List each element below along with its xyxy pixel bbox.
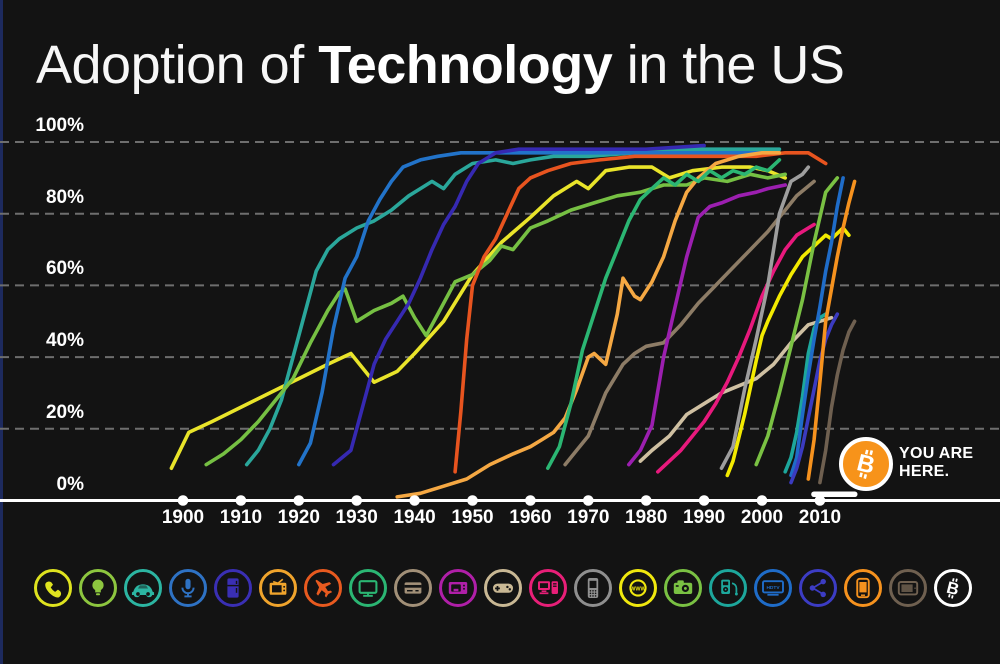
x-axis-label-1980: 1980 xyxy=(625,507,668,528)
series-smartphone xyxy=(806,179,857,481)
x-axis-label-1910: 1910 xyxy=(219,507,263,528)
axis-tick-dot-2010 xyxy=(814,495,826,506)
title-pre: Adoption of xyxy=(36,35,319,95)
series-automobile xyxy=(204,172,788,467)
axis-tick-dot-1960 xyxy=(525,495,536,506)
x-axis-label-1930: 1930 xyxy=(335,507,378,528)
x-axis-label-1940: 1940 xyxy=(393,507,436,528)
axis-tick-dot-1970 xyxy=(583,495,594,506)
y-axis-label-40pct: 40% xyxy=(45,330,84,352)
title-bold: Technology xyxy=(318,35,613,95)
x-axis-label-2010: 2010 xyxy=(798,507,842,528)
x-axis-label-1950: 1950 xyxy=(451,507,494,528)
series-cell-phone xyxy=(719,165,811,471)
you-are-here-line1: YOU ARE xyxy=(899,445,974,462)
series-color-tv xyxy=(545,158,782,471)
series-credit-card xyxy=(563,179,816,467)
axis-tick-dot-2000 xyxy=(756,495,768,506)
axis-tick-dot-1940 xyxy=(409,495,420,506)
x-axis-label-1900: 1900 xyxy=(161,507,205,528)
series-video-games xyxy=(638,315,834,463)
y-axis-label-100pct: 100% xyxy=(35,115,84,136)
you-are-here-line2: HERE. xyxy=(899,463,950,480)
y-axis-label-20pct: 20% xyxy=(45,401,84,423)
series-digital-camera xyxy=(754,176,840,467)
series-tablet xyxy=(818,319,857,485)
page-title: Adoption of Technology in the US xyxy=(36,34,986,96)
y-axis-label-60pct: 60% xyxy=(45,258,84,280)
bitcoin-icon: B xyxy=(854,449,877,479)
series-computer xyxy=(655,222,816,474)
x-axis-label-1960: 1960 xyxy=(509,507,552,528)
axis-tick-dot-1980 xyxy=(640,495,652,506)
series-air-travel xyxy=(395,151,782,499)
you-are-here-label: YOU ARE HERE. xyxy=(899,445,973,481)
series-social-media xyxy=(789,312,840,485)
x-axis-label-1920: 1920 xyxy=(277,507,320,528)
axis-tick-dot-1920 xyxy=(293,495,305,506)
x-axis-label-1990: 1990 xyxy=(682,507,726,528)
bitcoin-badge: B xyxy=(839,437,893,491)
axis-tick-dot-1950 xyxy=(467,495,478,506)
x-axis-label-2000: 2000 xyxy=(740,507,784,528)
series-television xyxy=(453,151,828,474)
axis-tick-dot-1930 xyxy=(351,495,363,506)
axis-tick-dot-1990 xyxy=(698,495,710,506)
x-axis-label-1970: 1970 xyxy=(567,507,610,528)
series-hdtv xyxy=(789,176,845,478)
svg-text:B: B xyxy=(854,449,877,479)
y-axis-label-80pct: 80% xyxy=(45,186,84,208)
axis-tick-dot-1910 xyxy=(235,495,247,506)
series-telephone xyxy=(169,165,788,471)
series-electricity xyxy=(244,147,782,467)
y-axis-label-0pct: 0% xyxy=(56,473,84,495)
left-edge-strip xyxy=(0,0,3,664)
title-post: in the US xyxy=(612,35,845,95)
series-radio xyxy=(296,151,782,467)
series-refrigerator xyxy=(331,143,706,467)
axis-tick-dot-1900 xyxy=(177,495,189,506)
you-are-here-period-bar xyxy=(811,491,858,497)
series-microwave xyxy=(626,183,788,467)
